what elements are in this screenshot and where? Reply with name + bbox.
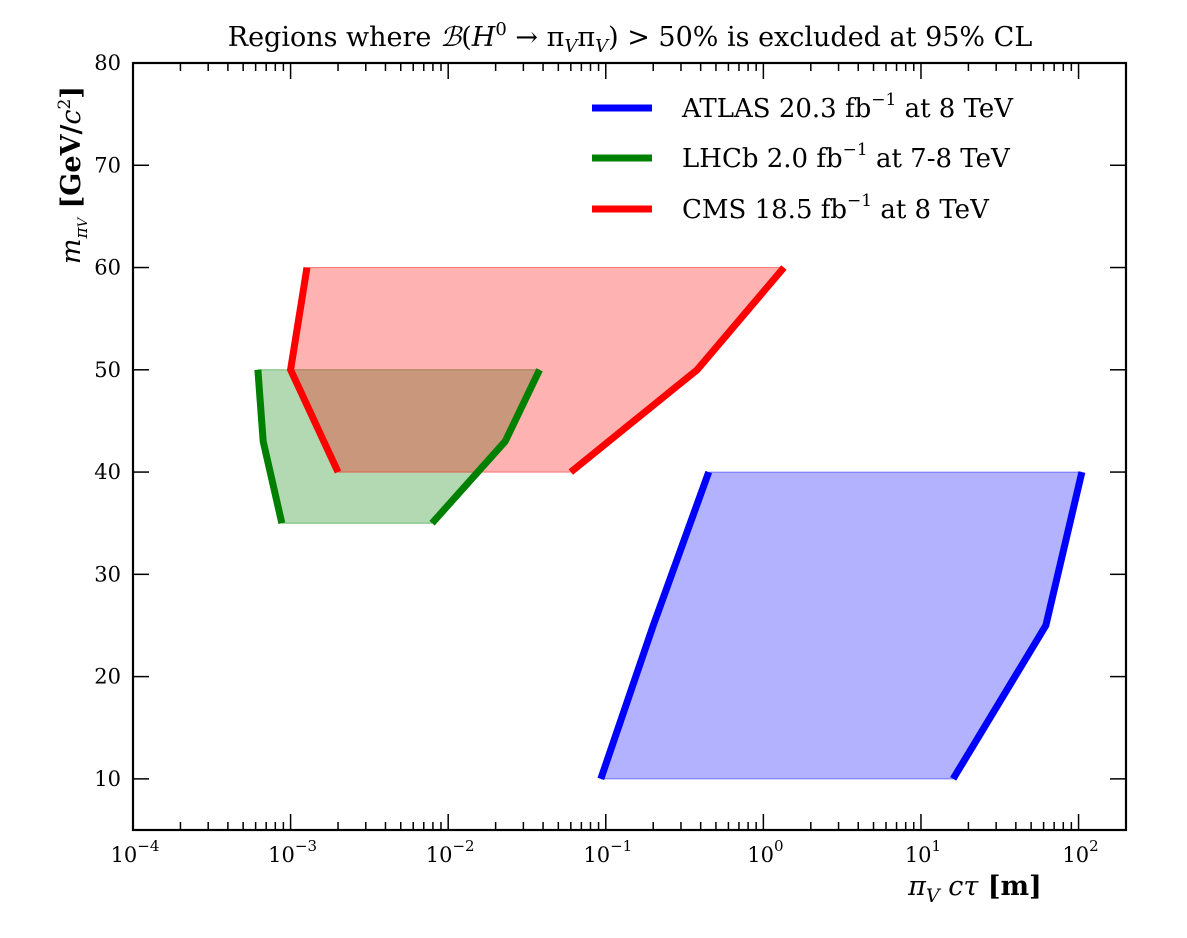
boundary-0-right [950, 471, 1086, 781]
x-tick-label: 100 [747, 837, 783, 867]
boundary-1-right [429, 368, 543, 526]
boundary-1-left [254, 369, 286, 524]
legend-label-1: LHCb 2.0 fb−1 at 7-8 TeV [682, 140, 1011, 174]
x-tick-label: 10−1 [583, 837, 632, 867]
boundary-0-left [597, 470, 713, 780]
y-tick-label: 20 [94, 665, 121, 689]
y-tick-label: 30 [94, 562, 121, 586]
y-tick-label: 10 [94, 767, 121, 791]
plot-frame [131, 61, 1128, 832]
exclusion-boundaries [254, 265, 1086, 781]
y-axis-label: mπV [GeV/c2] [55, 86, 92, 264]
boundary-2-left [286, 266, 342, 474]
boundary-2-right [568, 265, 787, 475]
exclusion-region-0 [600, 472, 1082, 779]
y-tick-label: 40 [94, 460, 121, 484]
y-tick-label: 50 [94, 358, 121, 382]
x-tick-label: 101 [905, 837, 941, 867]
exclusion-fills [257, 267, 1082, 780]
y-tick-label: 70 [94, 153, 121, 177]
x-axis-label: πV cτ [m] [907, 871, 1042, 907]
exclusion-region-1 [257, 369, 540, 524]
axis-ticks [132, 62, 1127, 830]
legend-label-0: ATLAS 20.3 fb−1 at 8 TeV [681, 90, 1014, 124]
x-tick-labels: 10−4 10−3 10−2 10−1 100 101 102 [111, 837, 1099, 867]
x-tick-label: 10−4 [111, 837, 160, 867]
x-tick-label: 10−3 [268, 837, 317, 867]
y-tick-labels: 10 20 30 40 50 60 70 80 [94, 51, 121, 791]
x-tick-label: 102 [1062, 837, 1098, 867]
x-tick-label: 10−2 [426, 837, 475, 867]
legend: ATLAS 20.3 fb−1 at 8 TeV LHCb 2.0 fb−1 at… [592, 90, 1014, 225]
y-tick-label: 60 [94, 256, 121, 280]
y-tick-label: 80 [94, 51, 121, 75]
chart-title: Regions where ℬ(H0 → πVπV) > 50% is excl… [228, 19, 1033, 57]
legend-label-2: CMS 18.5 fb−1 at 8 TeV [682, 191, 990, 225]
